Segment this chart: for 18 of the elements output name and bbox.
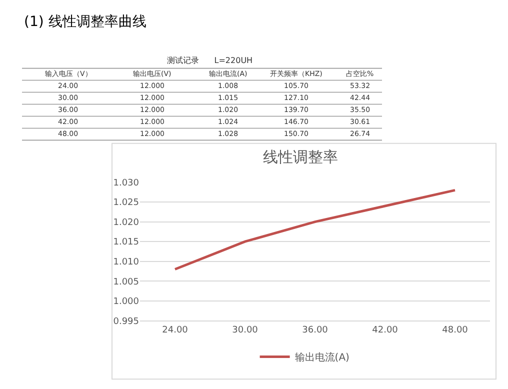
x-tick-label: 48.00 (442, 325, 468, 336)
y-tick-label: 1.010 (113, 258, 140, 268)
y-tick-label: 1.030 (113, 178, 140, 188)
y-tick-label: 0.995 (113, 316, 139, 327)
x-tick-label: 30.00 (232, 325, 258, 336)
line-series (174, 188, 456, 271)
y-tick-label: 1.020 (113, 218, 140, 228)
x-tick-label: 24.00 (162, 325, 188, 336)
y-tick-label: 1.005 (113, 277, 139, 288)
legend-label: 输出电流(A) (294, 352, 350, 364)
x-tick-label: 42.00 (372, 325, 398, 336)
text: (1) 线性调整率曲线 (24, 14, 146, 30)
y-tick-label: 1.015 (113, 238, 139, 248)
y-tick-label: 1.000 (113, 297, 140, 308)
text: 测试记录 L=220UH (167, 56, 253, 65)
chart-title: 线性调整率 (263, 148, 338, 166)
y-tick-label: 1.025 (113, 198, 139, 208)
x-tick-label: 36.00 (302, 325, 328, 336)
